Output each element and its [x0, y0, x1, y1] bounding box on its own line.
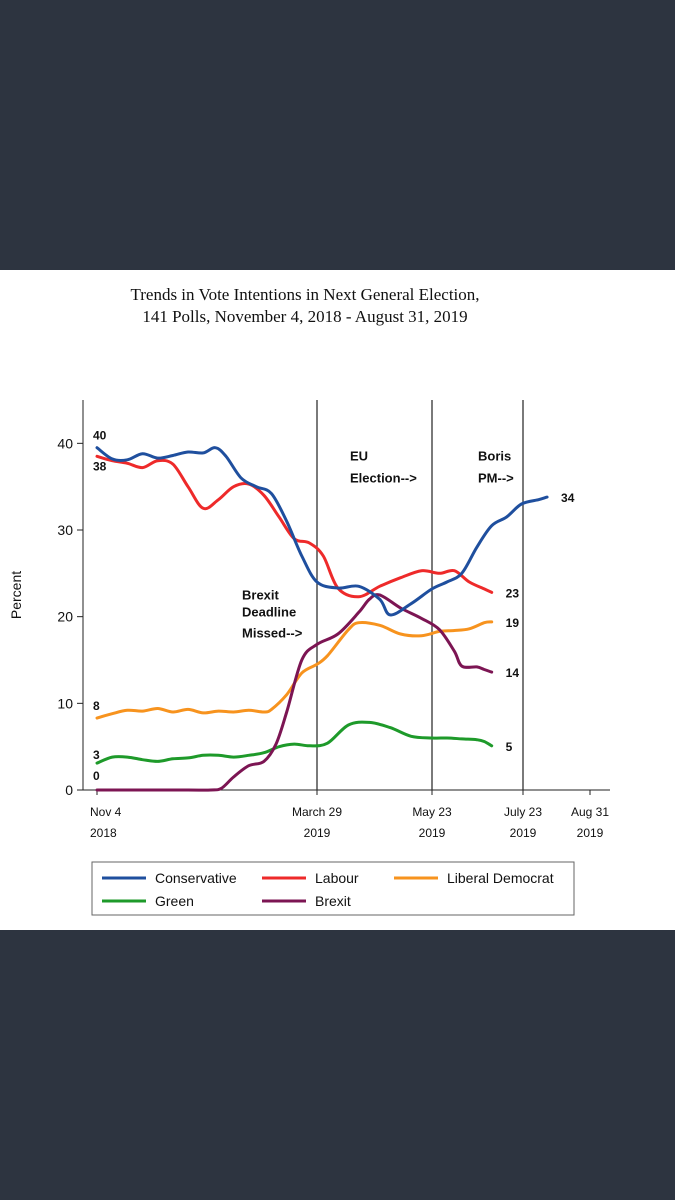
event-annotation: Brexit	[242, 587, 280, 602]
green-end-label: 5	[506, 740, 513, 754]
legend-label-liberal-democrat: Liberal Democrat	[447, 870, 554, 886]
y-tick-label: 20	[57, 609, 73, 625]
legend-label-labour: Labour	[315, 870, 359, 886]
brexit-line	[95, 593, 494, 792]
legend-box	[91, 861, 575, 916]
y-tick-label: 30	[57, 522, 73, 538]
chart-title-line-2: 141 Polls, November 4, 2018 - August 31,…	[142, 307, 468, 326]
event-annotation: Missed-->	[242, 625, 303, 640]
y-axis-label: Percent	[8, 571, 24, 619]
y-tick-label: 10	[57, 695, 73, 711]
y-tick-label: 40	[57, 435, 73, 451]
labour-line	[95, 454, 494, 599]
brexit-start-label: 0	[93, 769, 100, 783]
x-tick-year: 2019	[304, 826, 331, 840]
event-annotation: Boris	[478, 449, 511, 464]
x-tick-label: Nov 4	[90, 805, 122, 819]
chart-title: Trends in Vote Intentions in Next Genera…	[0, 284, 610, 328]
green-start-label: 3	[93, 748, 100, 762]
legend-label-green: Green	[155, 893, 194, 909]
x-tick-year: 2018	[90, 826, 117, 840]
y-tick-label: 0	[65, 782, 73, 798]
conservative-line	[95, 446, 549, 617]
green-line	[95, 720, 494, 765]
brexit-end-label: 14	[506, 666, 520, 680]
liberal-democrat-line	[95, 620, 494, 720]
liberal-democrat-start-label: 8	[93, 699, 100, 713]
event-annotation: PM-->	[478, 470, 514, 485]
x-tick-year: 2019	[577, 826, 604, 840]
liberal-democrat-end-label: 19	[506, 616, 520, 630]
x-tick-label: Aug 31	[571, 805, 609, 819]
event-annotation: Election-->	[350, 470, 417, 485]
event-annotation: EU	[350, 449, 368, 464]
conservative-start-label: 40	[93, 429, 107, 443]
labour-start-label: 38	[93, 459, 107, 473]
labour-end-label: 23	[506, 586, 520, 600]
legend-label-conservative: Conservative	[155, 870, 237, 886]
x-tick-label: July 23	[504, 805, 542, 819]
x-tick-label: March 29	[292, 805, 342, 819]
chart-image: Trends in Vote Intentions in Next Genera…	[0, 270, 675, 930]
chart-title-line-1: Trends in Vote Intentions in Next Genera…	[130, 285, 480, 304]
x-tick-year: 2019	[419, 826, 446, 840]
event-annotation: Deadline	[242, 605, 296, 620]
x-tick-year: 2019	[510, 826, 537, 840]
legend-label-brexit: Brexit	[315, 893, 351, 909]
conservative-end-label: 34	[561, 491, 575, 505]
x-tick-label: May 23	[412, 805, 452, 819]
